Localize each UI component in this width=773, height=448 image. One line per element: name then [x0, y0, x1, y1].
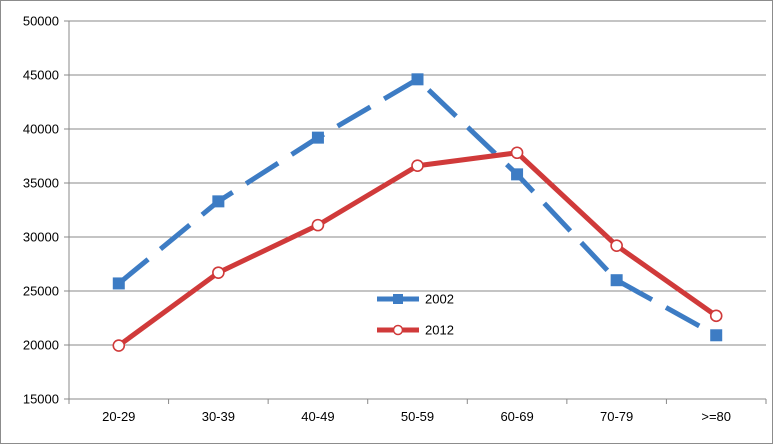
y-tick-label: 20000: [23, 338, 59, 353]
x-tick-label: >=80: [701, 409, 731, 424]
data-point-2012: [510, 146, 524, 160]
y-tick-label: 40000: [23, 122, 59, 137]
data-point-2002: [212, 195, 225, 208]
y-tick-label: 30000: [23, 230, 59, 245]
series: [112, 73, 723, 352]
x-tick-label: 30-39: [202, 409, 235, 424]
axes: 15000 20000 25000 30000 35000 40000 45000 50000…: [23, 14, 767, 424]
data-point-2002: [610, 274, 623, 287]
legend-marker: [392, 324, 404, 336]
x-tick-label: 70-79: [600, 409, 633, 424]
x-tick-label: 40-49: [301, 409, 334, 424]
y-tick-label: 45000: [23, 68, 59, 83]
data-point-2012: [212, 266, 225, 279]
data-point-2012: [311, 218, 325, 232]
y-tick-label: 50000: [23, 14, 59, 29]
y-tick-label: 15000: [23, 392, 59, 407]
legend: 2002 2012: [377, 292, 454, 338]
data-point-2002: [511, 168, 524, 181]
data-point-2002: [112, 277, 125, 290]
legend-label: 2002: [425, 292, 454, 307]
data-point-2012: [411, 159, 424, 173]
y-tick-label: 35000: [23, 176, 59, 191]
series-2012: [112, 146, 723, 352]
data-point-2002: [411, 73, 424, 86]
x-tick-label: 60-69: [500, 409, 533, 424]
data-point-2012: [610, 239, 623, 252]
series-2002: [112, 73, 723, 342]
data-point-2002: [311, 131, 324, 144]
series-line-2012: [116, 150, 719, 349]
data-point-2012: [112, 339, 126, 352]
y-tick-label: 25000: [23, 284, 59, 299]
gridlines: [69, 20, 766, 346]
legend-item-2002: 2002: [377, 292, 454, 307]
data-point-2002: [710, 329, 723, 342]
legend-label: 2012: [425, 323, 454, 338]
legend-item-2012: 2012: [377, 323, 454, 338]
legend-marker: [393, 294, 403, 304]
x-tick-label: 50-59: [401, 409, 434, 424]
data-point-2012: [709, 309, 723, 323]
x-tick-label: 20-29: [102, 409, 135, 424]
